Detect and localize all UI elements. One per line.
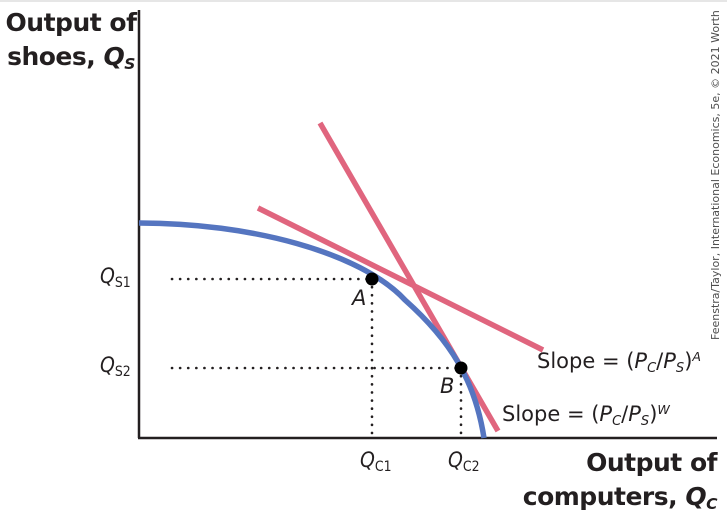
tick-label-qs1: QS1: [100, 264, 131, 291]
slope-world-pc: P: [599, 402, 613, 426]
slope-autarky-pc: P: [634, 349, 648, 373]
tick-label-qc2: QC2: [448, 448, 480, 475]
slope-world-slash: /: [621, 402, 629, 426]
y-axis-title: Output of shoes, QS: [4, 6, 138, 81]
x-axis-title-line1: Output of: [586, 448, 717, 477]
x-axis-symbol-sub: C: [706, 494, 717, 513]
tick-qs2-sub: S2: [114, 364, 131, 381]
tick-qs2-base: Q: [100, 353, 115, 377]
point-a-marker: [365, 272, 379, 286]
tick-label-qs2: QS2: [100, 353, 131, 380]
slope-autarky-prefix: Slope = (: [537, 349, 635, 373]
tick-qs1-sub: S1: [114, 275, 131, 292]
slope-autarky-sup: A: [692, 349, 702, 365]
point-b-marker: [454, 361, 468, 375]
slope-world-pc-sub: C: [612, 413, 622, 429]
tick-qc1-sub: C1: [374, 459, 392, 476]
slope-world-sup: W: [657, 402, 670, 418]
tick-qc1-base: Q: [360, 448, 375, 472]
slope-world-ps-sub: S: [640, 413, 650, 429]
y-axis-symbol-sub: S: [124, 54, 135, 73]
slope-world-ps: P: [628, 402, 641, 426]
ppf-curve: [138, 220, 487, 439]
slope-autarky-ps: P: [663, 349, 676, 373]
autarky-price-line: [256, 205, 545, 353]
slope-autarky-label: Slope = (PC/PS)A: [537, 349, 701, 376]
x-axis-title-word: computers,: [522, 482, 678, 511]
slope-autarky-ps-sub: S: [675, 360, 685, 376]
slope-autarky-slash: /: [656, 349, 664, 373]
tick-qs1-base: Q: [100, 264, 115, 288]
y-axis-symbol: QS: [103, 42, 135, 73]
credit-line: Feenstra/Taylor, International Economics…: [707, 10, 725, 340]
slope-world-label: Slope = (PC/PS)W: [502, 402, 670, 429]
credit-text: Feenstra/Taylor, International Economics…: [709, 10, 722, 340]
point-b-label: B: [440, 374, 455, 398]
slope-autarky-close: ): [684, 349, 693, 373]
y-axis-symbol-base: Q: [103, 42, 125, 71]
slope-world-prefix: Slope = (: [502, 402, 600, 426]
y-axis-title-line1: Output of: [5, 8, 137, 37]
tick-qc2-base: Q: [448, 448, 463, 472]
x-axis-title: Output of computers, QC: [522, 446, 718, 521]
x-axis-title-line2: computers, QC: [522, 480, 718, 521]
y-axis-title-line2: shoes, QS: [4, 40, 138, 81]
point-a-label: A: [352, 286, 367, 310]
tick-qc2-sub: C2: [462, 459, 480, 476]
y-axis-title-word: shoes,: [7, 42, 96, 71]
tick-label-qc1: QC1: [360, 448, 392, 475]
slope-autarky-pc-sub: C: [647, 360, 657, 376]
x-axis-symbol-base: Q: [685, 482, 707, 511]
slope-world-close: ): [649, 402, 658, 426]
x-axis-symbol: QC: [685, 482, 717, 513]
